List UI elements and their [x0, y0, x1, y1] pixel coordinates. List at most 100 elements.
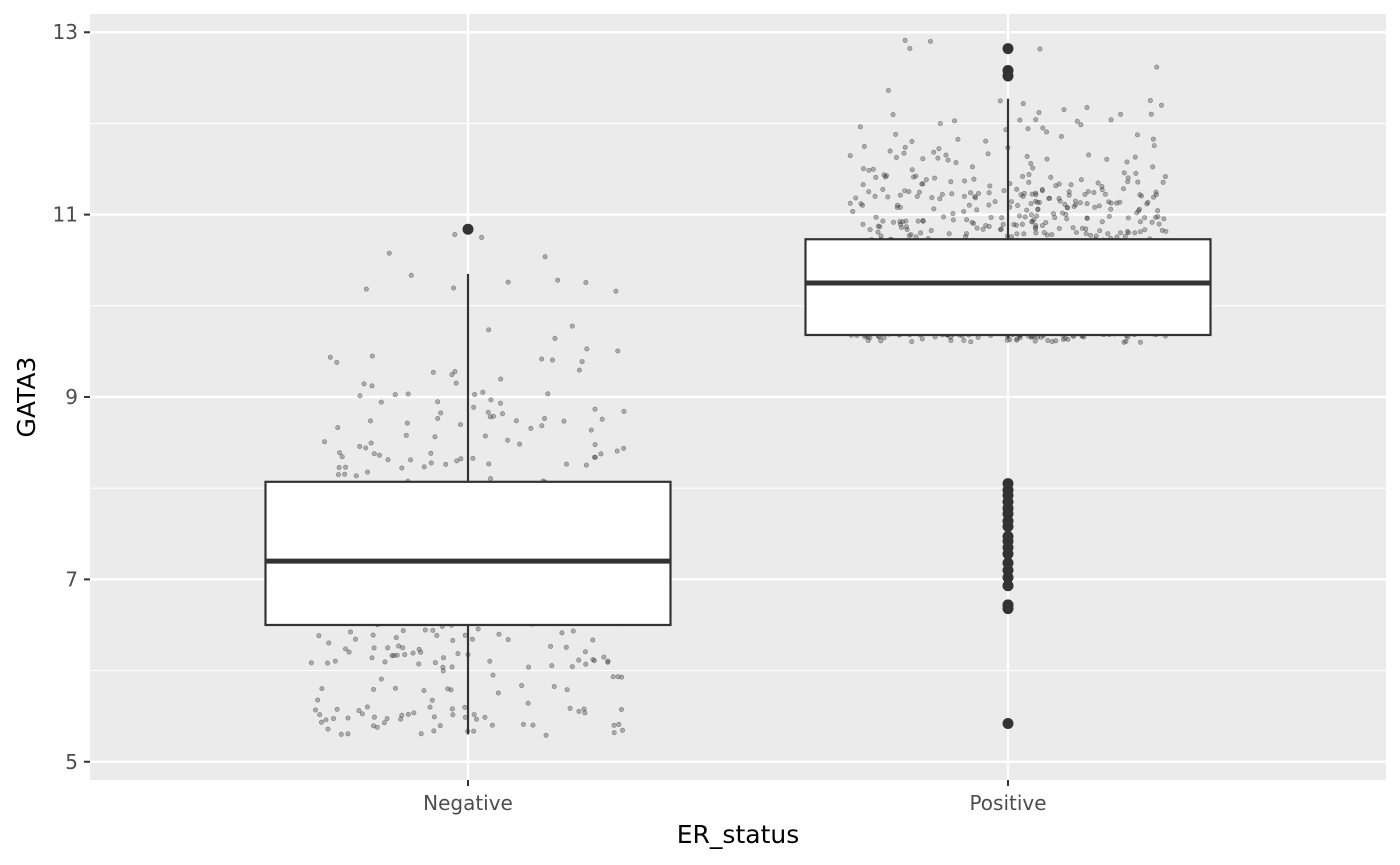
jitter-point [1047, 195, 1053, 201]
jitter-point [342, 471, 348, 477]
jitter-point [427, 704, 433, 710]
jitter-point [1137, 219, 1143, 225]
jitter-point [621, 445, 627, 451]
jitter-point [343, 646, 349, 652]
jitter-point [1041, 230, 1047, 236]
jitter-point [451, 285, 457, 291]
jitter-point [1064, 205, 1070, 211]
jitter-point [1028, 201, 1034, 207]
jitter-point [992, 199, 998, 205]
jitter-point [490, 672, 496, 678]
jitter-point [1062, 335, 1068, 341]
jitter-point [972, 194, 978, 200]
jitter-point [404, 420, 410, 426]
jitter-point [450, 712, 456, 718]
jitter-point [422, 627, 428, 633]
jitter-point [576, 367, 582, 373]
jitter-point [479, 234, 485, 240]
outlier-point [462, 223, 474, 235]
jitter-point [326, 640, 332, 646]
jitter-point [549, 663, 555, 669]
jitter-point [1099, 184, 1105, 190]
jitter-point [563, 644, 569, 650]
jitter-point [334, 359, 340, 365]
jitter-point [943, 152, 949, 158]
jitter-point [438, 410, 444, 416]
jitter-point [893, 155, 899, 161]
jitter-point [909, 167, 915, 173]
jitter-point [549, 357, 555, 363]
jitter-point [961, 337, 967, 343]
jitter-point [902, 188, 908, 194]
jitter-point [1014, 231, 1020, 237]
outlier-point [1002, 43, 1014, 55]
jitter-point [894, 204, 900, 210]
jitter-point [318, 719, 324, 725]
jitter-point [1125, 215, 1131, 221]
jitter-point [592, 454, 598, 460]
jitter-point [620, 727, 626, 733]
jitter-point [1144, 201, 1150, 207]
jitter-point [1121, 170, 1127, 176]
jitter-point [881, 335, 887, 341]
jitter-point [986, 190, 992, 196]
jitter-point [449, 372, 455, 378]
jitter-point [486, 327, 492, 333]
jitter-point [1096, 203, 1102, 209]
jitter-point [353, 473, 359, 479]
jitter-point [443, 461, 449, 467]
jitter-point [418, 731, 424, 737]
jitter-point [941, 214, 947, 220]
jitter-point [347, 629, 353, 635]
jitter-point [1026, 179, 1032, 185]
jitter-point [899, 225, 905, 231]
jitter-point [860, 221, 866, 227]
jitter-point [561, 418, 567, 424]
jitter-point [487, 414, 493, 420]
jitter-point [416, 661, 422, 667]
jitter-point [884, 173, 890, 179]
jitter-point [918, 230, 924, 236]
jitter-point [371, 645, 377, 651]
jitter-point [1162, 174, 1168, 180]
jitter-point [1053, 183, 1059, 189]
jitter-point [1137, 339, 1143, 345]
jitter-point [865, 338, 871, 344]
jitter-point [394, 652, 400, 658]
jitter-point [458, 456, 464, 462]
jitter-point [471, 404, 477, 410]
jitter-point [1117, 230, 1123, 236]
jitter-point [519, 683, 525, 689]
jitter-point [847, 200, 853, 206]
jitter-point [592, 406, 598, 412]
jitter-point [610, 674, 616, 680]
jitter-point [520, 721, 526, 727]
jitter-point [393, 635, 399, 641]
jitter-point [1033, 192, 1039, 198]
jitter-point [935, 155, 941, 161]
jitter-point [857, 124, 863, 130]
jitter-point [576, 657, 582, 663]
jitter-point [421, 688, 427, 694]
jitter-point [1035, 207, 1041, 213]
jitter-point [931, 206, 937, 212]
jitter-point [382, 659, 388, 665]
x-axis-title: ER_status [677, 820, 800, 849]
jitter-point [488, 476, 494, 482]
jitter-point [590, 637, 596, 643]
jitter-point [923, 177, 929, 183]
jitter-point [334, 706, 340, 712]
jitter-point [319, 686, 325, 692]
jitter-point [1083, 231, 1089, 237]
jitter-point [906, 189, 912, 195]
jitter-point [1078, 177, 1084, 183]
jitter-point [1102, 191, 1108, 197]
jitter-point [1124, 159, 1130, 165]
jitter-point [885, 87, 891, 93]
jitter-point [873, 174, 879, 180]
boxes [264, 43, 1212, 735]
jitter-point [1021, 231, 1027, 237]
jitter-point [500, 411, 506, 417]
y-tick-label: 7 [65, 567, 78, 591]
